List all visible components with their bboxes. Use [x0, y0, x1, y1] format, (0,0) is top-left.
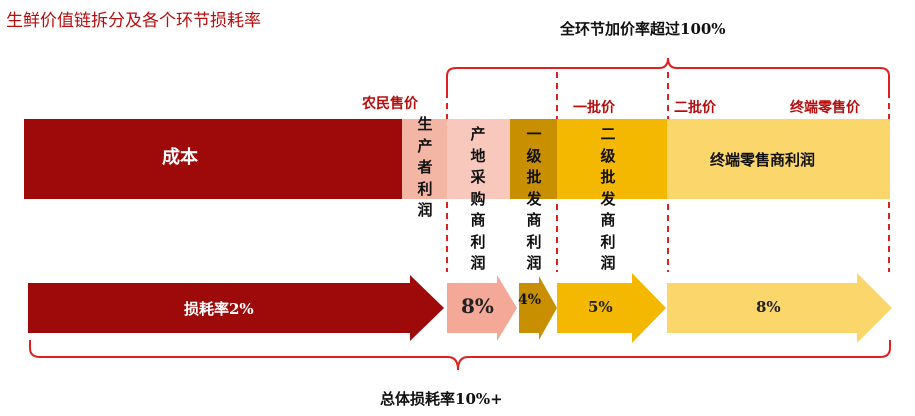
segment-origin-label: 产地采购商利润	[470, 125, 486, 272]
segment-cost	[24, 119, 402, 199]
second-wholesale-price-label: 二批价	[674, 100, 716, 116]
segment-producer	[402, 119, 447, 199]
loss-second-label: 5%	[588, 298, 613, 316]
loss-arrow-retail	[667, 273, 892, 343]
bottom-brace	[29, 340, 891, 371]
farmer-price-label: 农民售价	[362, 96, 418, 112]
loss-arrow-first	[519, 276, 557, 340]
loss-arrow-second	[557, 273, 666, 343]
segment-first-wholesale	[510, 119, 557, 199]
segment-origin	[447, 119, 510, 199]
retail-price-label: 终端零售价	[790, 100, 860, 116]
segment-producer-label: 生产者利润	[417, 115, 433, 219]
segment-second-wholesale	[557, 119, 667, 199]
total-markup-caption: 全环节加价率超过100%	[560, 20, 726, 38]
total-loss-caption: 总体损耗率10%+	[380, 390, 503, 408]
page-title: 生鲜价值链拆分及各个环节损耗率	[6, 11, 261, 31]
loss-retail-label: 8%	[756, 298, 781, 316]
first-wholesale-price-label: 一批价	[573, 100, 615, 116]
loss-first-label: 4%	[518, 292, 542, 308]
loss-arrow-base	[28, 275, 444, 341]
segment-first-wholesale-label: 一级批发商利润	[526, 125, 542, 272]
segment-cost-label: 成本	[162, 147, 198, 168]
loss-origin-label: 8%	[461, 294, 494, 318]
segment-second-wholesale-label: 二级批发商利润	[600, 125, 616, 272]
segment-retail	[667, 119, 890, 199]
loss-arrow-origin	[447, 275, 517, 341]
segment-retail-label: 终端零售商利润	[710, 151, 816, 169]
top-brace	[446, 57, 890, 92]
loss-base-label: 损耗率2%	[184, 300, 254, 318]
